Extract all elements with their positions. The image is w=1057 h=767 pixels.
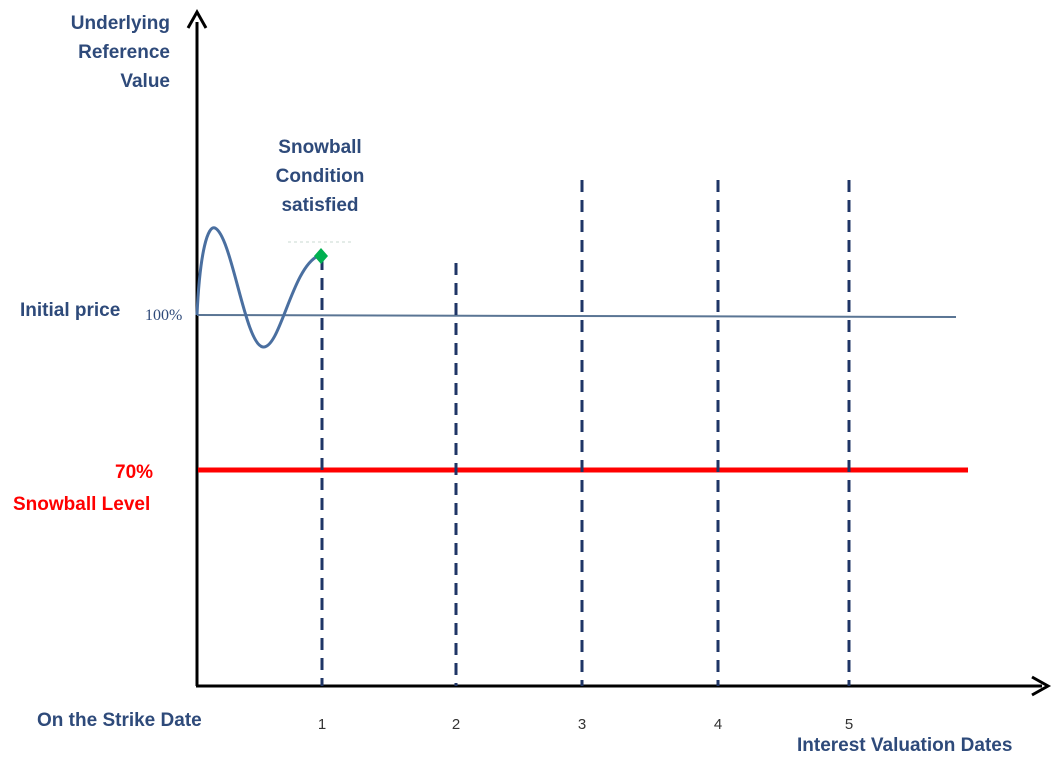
valuation-date-tick-5: 5 bbox=[844, 716, 854, 733]
y-axis-title: Underlying Reference Value bbox=[40, 9, 170, 96]
price-path bbox=[195, 226, 319, 349]
x-axis-title: Interest Valuation Dates bbox=[797, 735, 1013, 756]
x-axis-arrow-icon bbox=[1031, 675, 1052, 697]
snowball-level-label: Snowball Level bbox=[13, 494, 151, 515]
y-axis-title-line-3: Value bbox=[120, 71, 170, 92]
condition-marker-icon bbox=[314, 248, 328, 264]
condition-line-3: satisfied bbox=[281, 195, 359, 216]
valuation-date-tick-2: 2 bbox=[451, 716, 461, 733]
initial-price-percent: 100% bbox=[145, 307, 183, 324]
y-axis-title-line-2: Reference bbox=[78, 42, 170, 63]
initial-price-line bbox=[196, 314, 957, 318]
condition-line-2: Condition bbox=[275, 166, 365, 187]
condition-line-1: Snowball bbox=[278, 137, 362, 158]
valuation-date-tick-3: 3 bbox=[577, 716, 587, 733]
strike-date-label: On the Strike Date bbox=[37, 710, 202, 731]
valuation-date-tick-4: 4 bbox=[713, 716, 723, 733]
snowball-level-percent: 70% bbox=[115, 462, 154, 483]
initial-price-label: Initial price bbox=[20, 300, 121, 321]
y-axis-arrow-icon bbox=[186, 8, 208, 29]
valuation-date-tick-1: 1 bbox=[317, 716, 327, 733]
snowball-condition-label: Snowball Condition satisfied bbox=[250, 133, 390, 220]
y-axis-title-line-1: Underlying bbox=[70, 13, 170, 34]
